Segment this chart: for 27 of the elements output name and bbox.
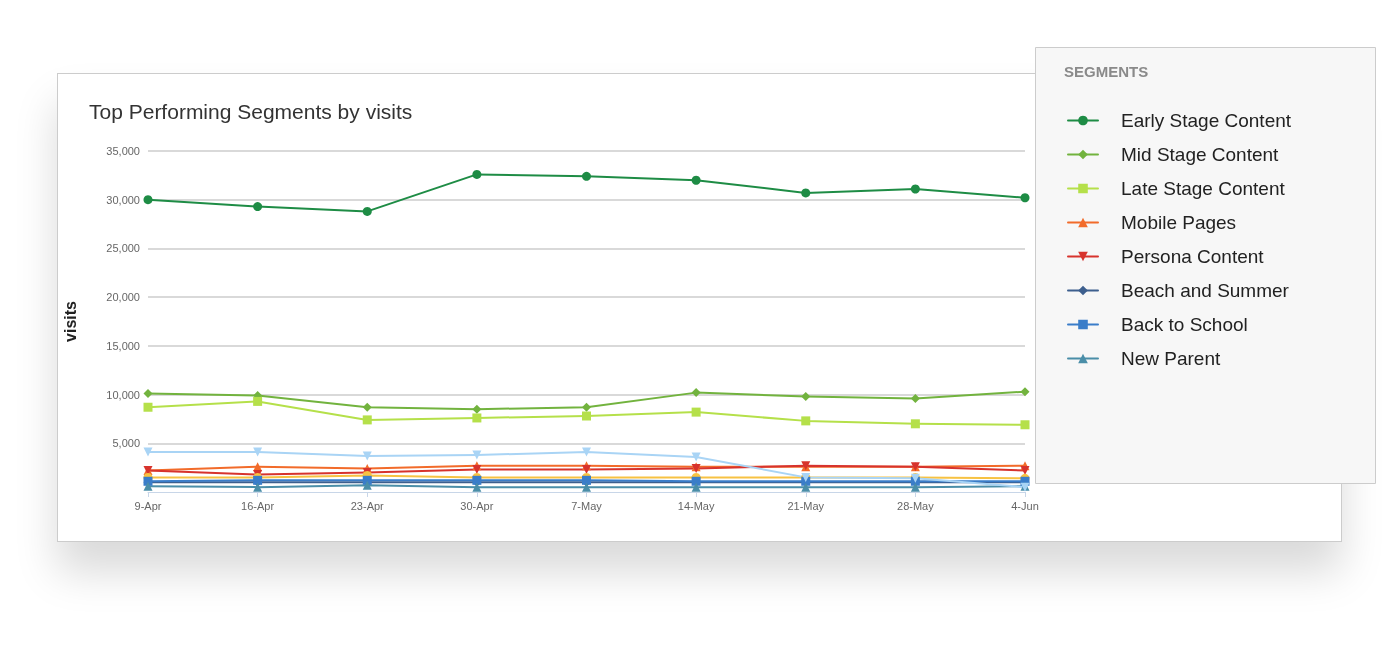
x-tick-label: 23-Apr [350,499,385,512]
y-axis-title: visits [61,300,79,342]
y-tick-label: 15,000 [106,339,140,352]
x-tick-label: 30-Apr [460,499,494,512]
x-tick-label: 7-May [571,499,603,512]
y-tick-label: 25,000 [106,242,140,255]
x-tick-label: 9-Apr [134,499,162,512]
x-tick-label: 4-Jun [1011,499,1039,512]
chart-title: Top Performing Segments by visits [89,100,413,123]
legend-label: Mobile Pages [1121,212,1237,233]
legend-label: Mid Stage Content [1121,144,1280,165]
y-tick-label: 10,000 [106,388,140,401]
x-tick-label: 28-May [897,499,935,512]
legend-label: Late Stage Content [1121,178,1286,199]
y-tick-label: 35,000 [106,145,140,157]
x-tick-label: 14-May [677,499,715,512]
y-tick-label: 20,000 [106,291,140,304]
legend-title: SEGMENTS [1064,63,1149,80]
legend-label: New Parent [1121,348,1221,369]
y-tick-label: 30,000 [106,193,140,206]
y-tick-label: 5,000 [112,437,140,450]
x-tick-label: 21-May [787,499,825,512]
legend-label: Back to School [1121,314,1248,335]
legend-label: Early Stage Content [1121,110,1292,131]
x-tick-label: 16-Apr [241,499,275,512]
legend-label: Beach and Summer [1121,280,1290,301]
legend-label: Persona Content [1121,246,1265,267]
